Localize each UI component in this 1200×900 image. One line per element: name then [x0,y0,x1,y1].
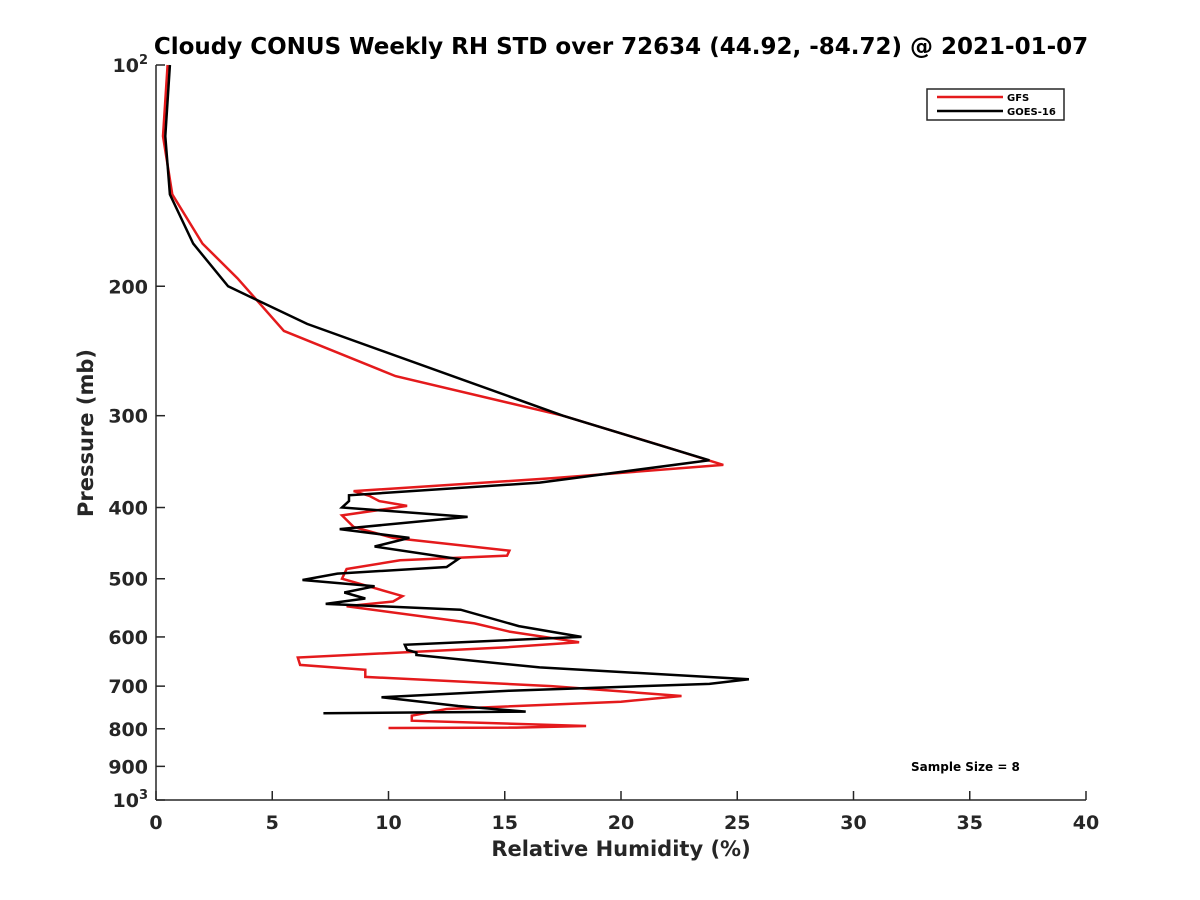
y-tick-label: 700 [108,676,148,698]
y-tick-label: 300 [108,406,148,428]
legend-label-gfs: GFS [1007,93,1029,104]
x-tick-label: 35 [957,812,983,834]
y-tick-label: 103 [113,788,149,812]
x-tick-label: 20 [608,812,634,834]
series-line-goes16 [164,64,750,715]
y-axis-label: Pressure (mb) [74,349,98,517]
chart-title: Cloudy CONUS Weekly RH STD over 72634 (4… [154,34,1088,60]
legend-box [926,88,1065,121]
legend-label-goes16: GOES-16 [1007,107,1056,118]
series-line-gfs [161,64,724,730]
y-tick-label: 500 [108,569,148,591]
x-ticks: 0 5 10 15 20 25 30 35 40 [149,791,1099,834]
legend: GFS GOES-16 [926,88,1065,121]
x-tick-label: 10 [375,812,401,834]
y-tick-label: 200 [108,276,148,298]
y-tick-label: 800 [108,719,148,741]
y-tick-label: 102 [113,53,149,77]
x-tick-label: 0 [149,812,162,834]
y-ticks: 102 200 300 400 500 600 700 800 900 103 [108,53,165,812]
x-tick-label: 5 [266,812,279,834]
sample-size-annotation: Sample Size = 8 [911,760,1020,774]
y-tick-label: 900 [108,756,148,778]
series-group [161,64,750,730]
y-tick-label: 600 [108,627,148,649]
x-axis-label: Relative Humidity (%) [491,837,750,861]
x-tick-label: 25 [724,812,750,834]
x-tick-label: 15 [492,812,518,834]
x-tick-label: 30 [840,812,866,834]
x-tick-label: 40 [1073,812,1099,834]
y-tick-label: 400 [108,498,148,520]
